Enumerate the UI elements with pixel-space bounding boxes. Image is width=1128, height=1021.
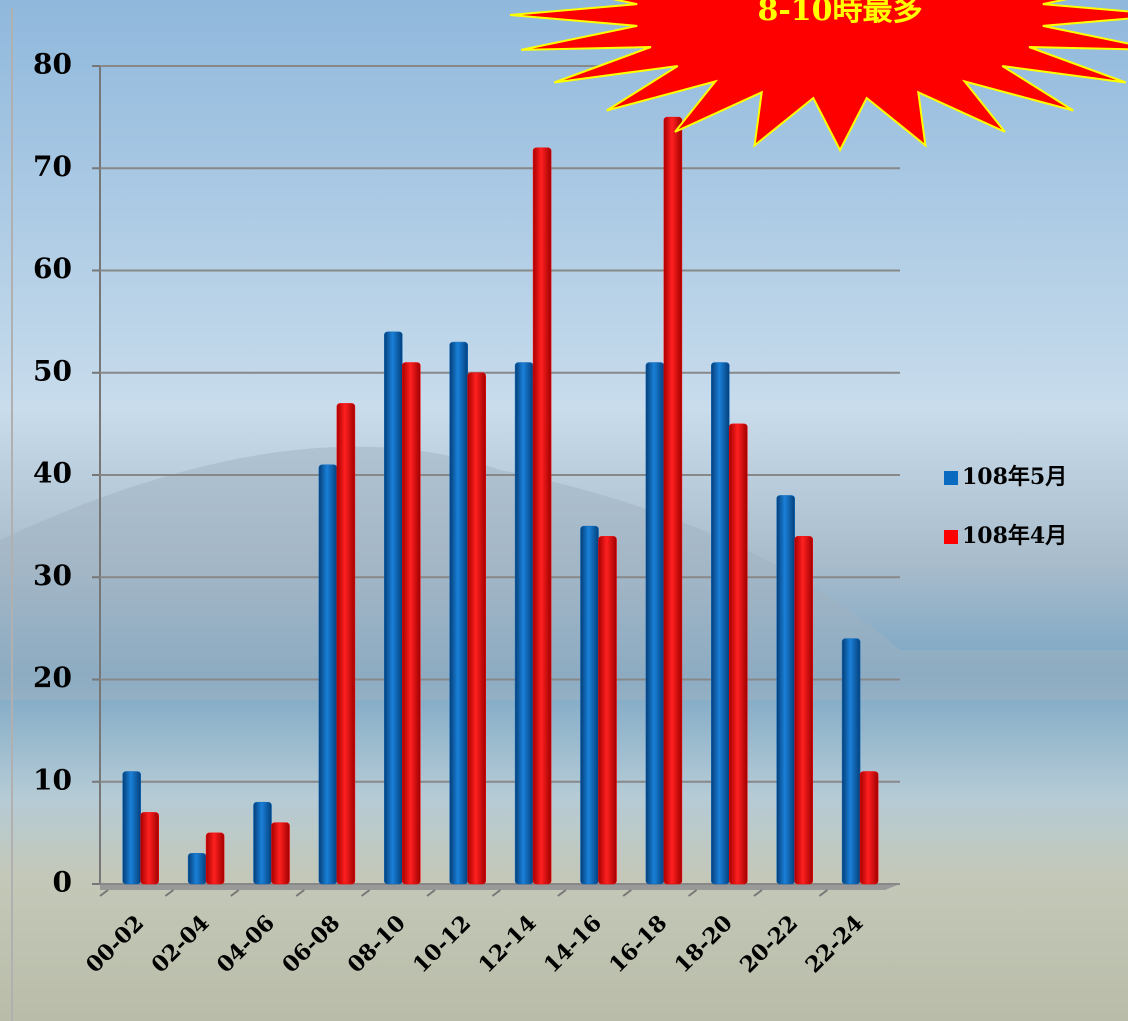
y-tick-label: 10 [33, 763, 72, 796]
y-tick-label: 20 [33, 661, 72, 694]
x-tick [164, 889, 174, 897]
y-tick-label: 40 [33, 457, 72, 490]
bar [140, 812, 159, 885]
annotation: 8-10時最多 [757, 0, 922, 28]
bar [645, 362, 665, 885]
bar [402, 362, 421, 885]
x-tick [687, 889, 698, 897]
bar [841, 638, 861, 885]
bar [271, 822, 290, 885]
bar [598, 536, 617, 885]
bar [580, 525, 599, 885]
bar [449, 341, 468, 885]
bar [663, 116, 683, 885]
bar [122, 771, 141, 885]
starburst [509, 0, 1128, 153]
bar [514, 362, 534, 885]
bar [776, 495, 795, 885]
bar [729, 423, 748, 885]
bar [384, 331, 403, 885]
bar [532, 147, 552, 885]
bar [467, 372, 486, 885]
bar [336, 403, 356, 885]
x-tick [230, 889, 240, 897]
floor [100, 884, 900, 890]
y-tick-label: 0 [53, 866, 72, 899]
x-tick [818, 889, 829, 897]
x-tick [491, 889, 501, 897]
legend-swatch [944, 471, 958, 485]
y-tick-label: 70 [33, 150, 72, 183]
legend-swatch [944, 530, 958, 544]
bar [205, 832, 225, 885]
bar [794, 536, 813, 885]
y-tick-label: 80 [33, 48, 72, 81]
bar [187, 853, 207, 885]
bar [253, 801, 272, 885]
bar [859, 771, 879, 885]
legend-label: 108年5月 [962, 464, 1067, 490]
x-tick [295, 889, 305, 897]
x-tick [753, 889, 763, 897]
bar [711, 362, 730, 885]
legend-label: 108年4月 [962, 523, 1067, 549]
mountain [0, 446, 1128, 700]
x-tick [99, 889, 109, 897]
x-tick [557, 889, 567, 897]
bar [318, 464, 338, 885]
y-tick-label: 50 [33, 354, 72, 387]
x-tick [361, 889, 371, 897]
y-tick-label: 60 [33, 252, 72, 285]
x-tick [426, 889, 436, 897]
y-tick-label: 30 [33, 559, 72, 592]
x-tick [622, 889, 632, 897]
